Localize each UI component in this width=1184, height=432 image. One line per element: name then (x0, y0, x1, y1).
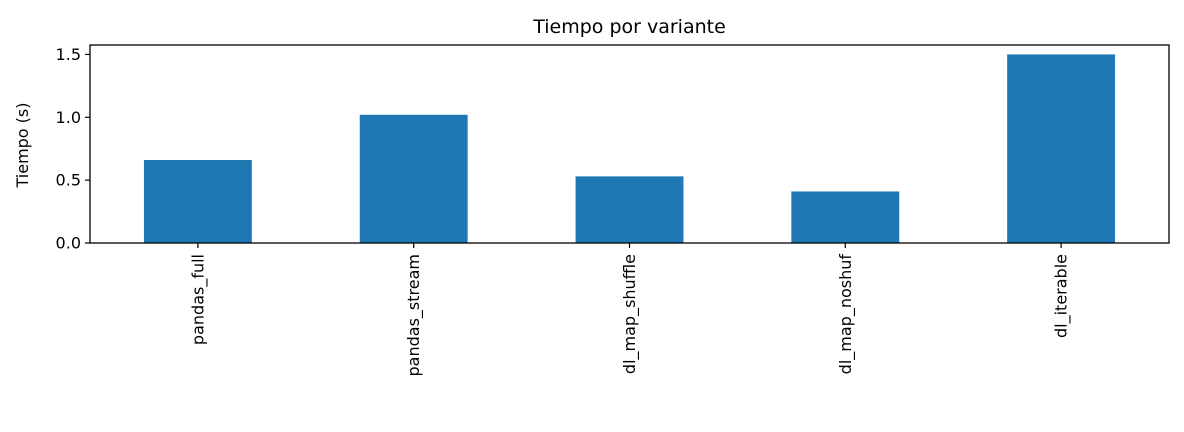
y-axis-ticks: 0.0 0.5 1.0 1.5 (56, 45, 90, 253)
x-tick-label: dl_map_noshuf (836, 254, 856, 375)
y-tick-label: 0.0 (56, 234, 81, 253)
x-tick-label: pandas_stream (404, 254, 424, 376)
x-tick-label: dl_iterable (1052, 254, 1072, 338)
y-tick-label: 1.5 (56, 45, 81, 64)
bar-dl_map_noshuf (791, 191, 900, 243)
y-tick-label: 1.0 (56, 108, 81, 127)
bar-pandas_full (143, 160, 252, 243)
plot-area-frame (89, 44, 1170, 244)
y-axis-label: Tiempo (s) (13, 102, 32, 188)
bar-dl_map_shuffle (575, 176, 684, 243)
x-tick-label: dl_map_shuffle (620, 254, 640, 374)
bar-dl_iterable (1007, 54, 1116, 243)
y-tick-label: 0.5 (56, 171, 81, 190)
bars-group (143, 54, 1116, 244)
chart-title: Tiempo por variante (532, 16, 726, 38)
bar-pandas_stream (359, 114, 468, 244)
x-axis-ticks: pandas_full pandas_stream dl_map_shuffle dl… (188, 243, 1072, 376)
x-tick-label: pandas_full (188, 254, 208, 345)
